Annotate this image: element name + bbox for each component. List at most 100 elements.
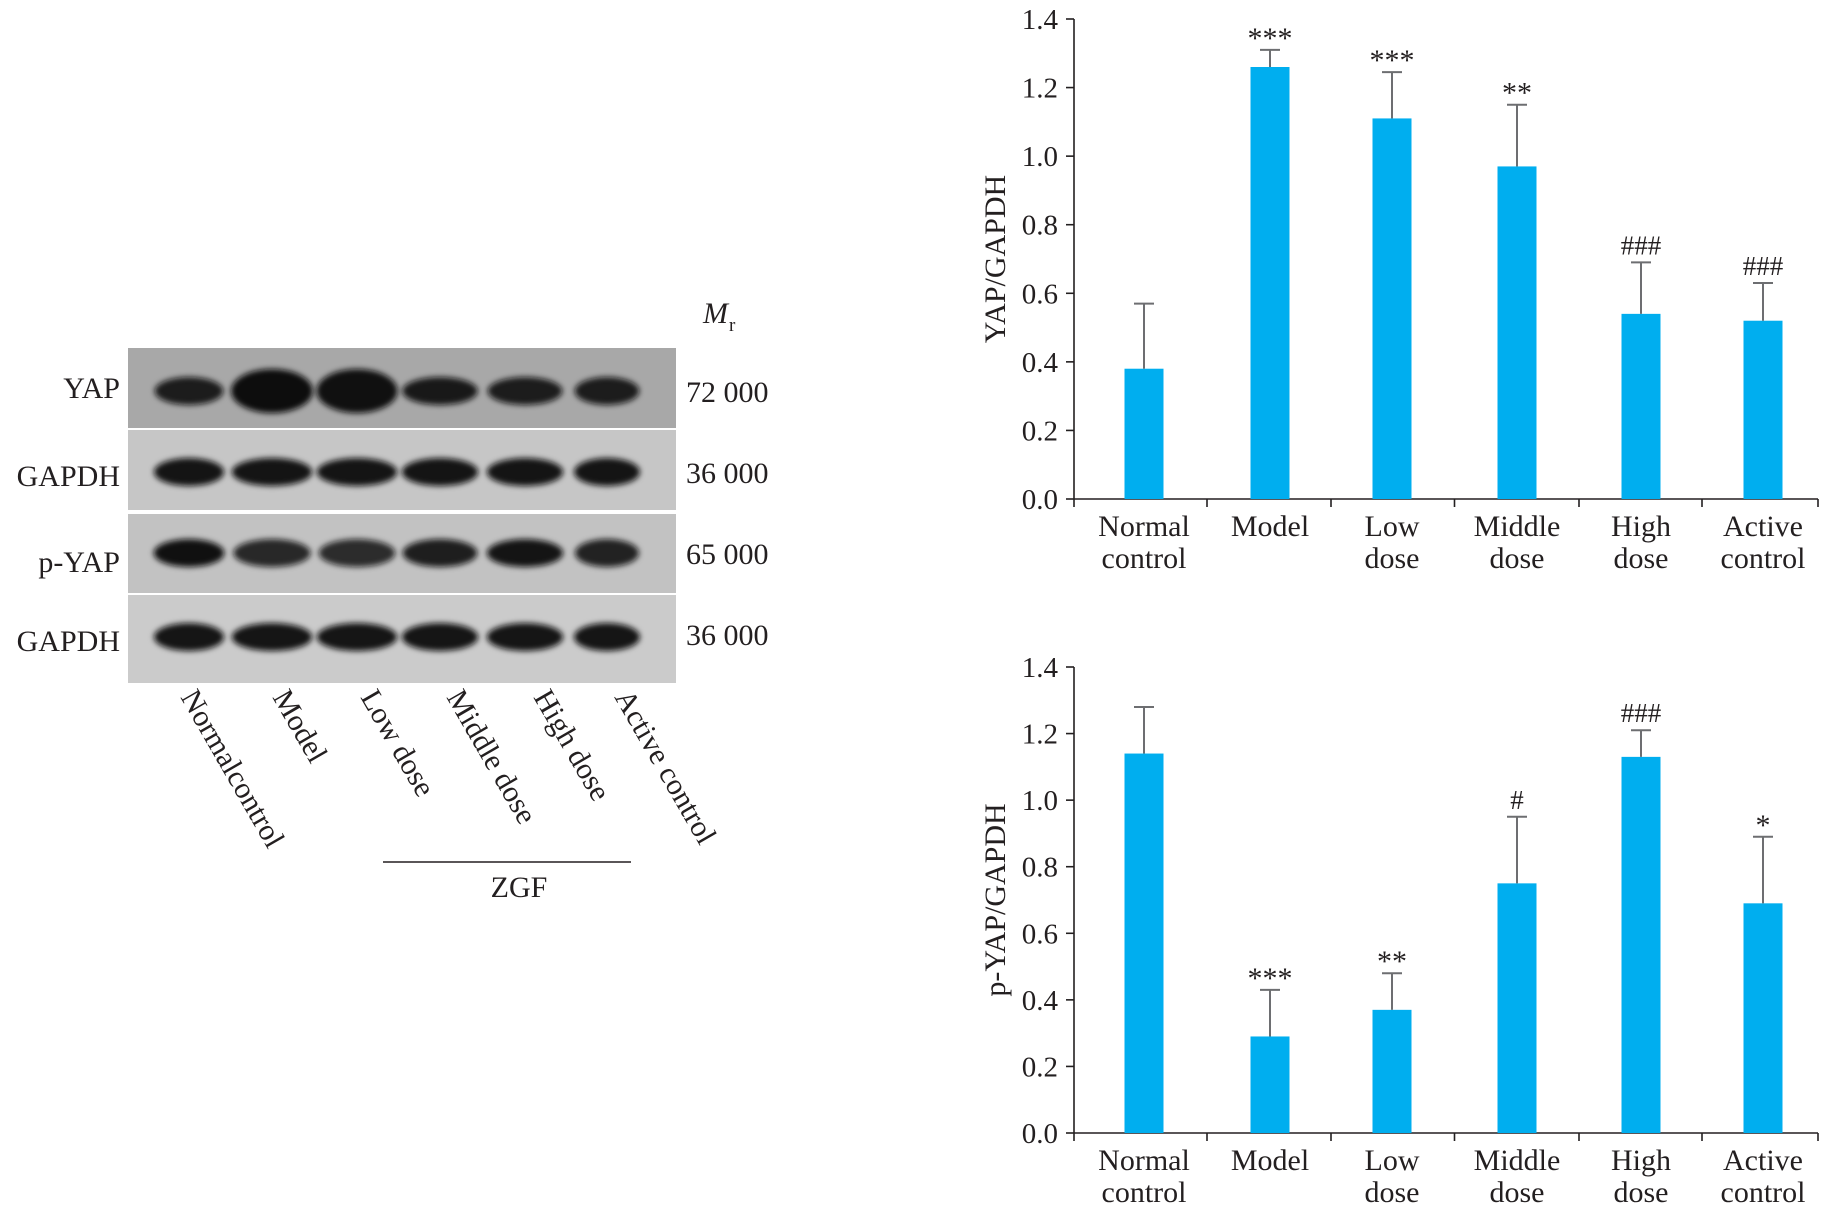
blot-band xyxy=(574,377,640,405)
protein-label-gapdh-2: GAPDH xyxy=(17,625,120,658)
x-category-label: dose xyxy=(1365,542,1420,575)
blot-band xyxy=(316,369,398,413)
blot-band xyxy=(153,458,225,486)
bar xyxy=(1621,313,1661,499)
y-tick-label: 0.2 xyxy=(1022,415,1058,447)
zgf-group-label: ZGF xyxy=(491,871,548,904)
y-tick-label: 0.6 xyxy=(1022,918,1058,950)
lane-label-low-dose: Low dose xyxy=(354,684,441,802)
bar xyxy=(1124,368,1164,499)
western-blot-figure: M r YAP GAPDH p-YAP GAPDH 72 000 36 000 … xyxy=(17,297,769,904)
y-tick-label: 1.4 xyxy=(1022,4,1059,36)
protein-label-pyap: p-YAP xyxy=(38,546,120,579)
blot-band xyxy=(231,458,313,486)
blot-band xyxy=(402,377,478,405)
significance-label: *** xyxy=(1248,22,1293,55)
blot-band xyxy=(231,369,313,413)
bar xyxy=(1372,118,1412,499)
bar xyxy=(1621,756,1661,1133)
blot-band xyxy=(574,458,640,486)
y-tick-label: 0.0 xyxy=(1022,1118,1058,1150)
bar-charts-svg: 0.0 0.2 0.4 0.6 0.8 1.0 1.2 1.4 YAP/GAPDH Normal c… xyxy=(979,4,1819,1209)
y-tick-label: 1.0 xyxy=(1022,785,1058,817)
lane-label-middle-dose: Middle dose xyxy=(440,684,543,830)
mr-label: M xyxy=(702,297,730,330)
y-tick-label: 0.4 xyxy=(1022,347,1059,379)
x-category-label: High xyxy=(1611,1144,1671,1177)
x-category-label: High xyxy=(1611,510,1671,543)
x-category-label: Active xyxy=(1723,510,1803,543)
bar-charts-panel: 0.0 0.2 0.4 0.6 0.8 1.0 1.2 1.4 YAP/GAPDH Normal c… xyxy=(900,0,1843,1218)
blot-band xyxy=(231,623,313,651)
significance-label: *** xyxy=(1248,962,1293,995)
mw-gapdh-1: 36 000 xyxy=(686,457,769,490)
chart-2: 0.0 0.2 0.4 0.6 0.8 1.0 1.2 1.4 p-YAP/GAPDH Norma… xyxy=(979,652,1819,1209)
bar xyxy=(1250,67,1290,499)
x-category-label: dose xyxy=(1490,1176,1545,1209)
significance-label: ** xyxy=(1377,945,1407,978)
bar xyxy=(1497,883,1537,1133)
significance-label: ### xyxy=(1743,251,1784,281)
x-category-label: Low xyxy=(1365,1144,1420,1177)
bar xyxy=(1372,1009,1412,1133)
x-category-label: Normal xyxy=(1098,510,1190,543)
y-tick-label: 0.0 xyxy=(1022,484,1058,516)
bar xyxy=(1250,1036,1290,1133)
blot-band xyxy=(575,539,639,567)
lane-label-active-control: Active control xyxy=(608,684,723,850)
x-category-label: dose xyxy=(1614,1176,1669,1209)
blot-band xyxy=(153,623,225,651)
significance-label: # xyxy=(1510,785,1524,815)
mw-gapdh-2: 36 000 xyxy=(686,619,769,652)
y-axis-label: p-YAP/GAPDH xyxy=(979,803,1012,996)
blot-band xyxy=(486,458,564,486)
x-category-label: dose xyxy=(1365,1176,1420,1209)
bar xyxy=(1124,753,1164,1133)
blot-band xyxy=(402,539,478,567)
blot-band xyxy=(401,623,479,651)
bar xyxy=(1497,166,1537,499)
x-category-label: Middle xyxy=(1474,1144,1561,1177)
y-tick-label: 1.4 xyxy=(1022,652,1059,684)
lane-label-high-dose: High dose xyxy=(527,684,617,807)
blot-band xyxy=(487,377,563,405)
mw-yap: 72 000 xyxy=(686,376,769,409)
x-category-label: Active xyxy=(1723,1144,1803,1177)
x-category-label: Low xyxy=(1365,510,1420,543)
significance-label: * xyxy=(1756,809,1771,842)
significance-label: ### xyxy=(1621,230,1662,260)
protein-label-yap: YAP xyxy=(63,372,120,405)
y-axis-label: YAP/GAPDH xyxy=(979,175,1012,343)
y-tick-label: 0.6 xyxy=(1022,278,1058,310)
y-tick-label: 1.0 xyxy=(1022,141,1058,173)
bar xyxy=(1743,320,1783,499)
significance-label: *** xyxy=(1370,44,1415,77)
x-category-label: control xyxy=(1102,1176,1187,1209)
y-tick-label: 0.8 xyxy=(1022,852,1058,884)
blot-band xyxy=(316,623,398,651)
bar xyxy=(1743,903,1783,1133)
significance-label: ** xyxy=(1502,77,1532,110)
y-tick-label: 0.4 xyxy=(1022,985,1059,1017)
lane-label-model: Model xyxy=(266,684,334,768)
blot-band xyxy=(316,458,398,486)
blot-band xyxy=(233,539,311,567)
western-blot-panel: M r YAP GAPDH p-YAP GAPDH 72 000 36 000 … xyxy=(0,0,900,1218)
mr-subscript: r xyxy=(729,315,736,336)
y-tick-label: 1.2 xyxy=(1022,719,1058,751)
blot-band xyxy=(153,539,225,567)
blot-band xyxy=(486,623,564,651)
x-category-label: Middle xyxy=(1474,510,1561,543)
x-category-label: control xyxy=(1721,1176,1806,1209)
chart-1: 0.00.20.40.60.81.01.21.4YAP/GAPDHNormalc… xyxy=(979,4,1819,575)
y-tick-label: 1.2 xyxy=(1022,73,1058,105)
blot-band xyxy=(574,623,640,651)
blot-bands xyxy=(153,369,640,651)
y-tick-label: 0.8 xyxy=(1022,210,1058,242)
blot-band xyxy=(401,458,479,486)
mw-pyap: 65 000 xyxy=(686,538,769,571)
x-category-label: dose xyxy=(1490,542,1545,575)
x-category-label: dose xyxy=(1614,542,1669,575)
y-tick-label: 0.2 xyxy=(1022,1051,1058,1083)
blot-band xyxy=(318,539,396,567)
